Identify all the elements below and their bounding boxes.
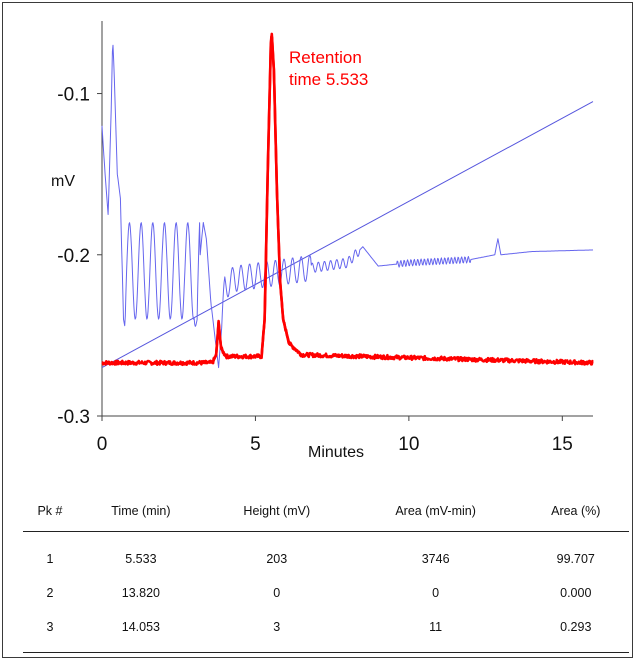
chromatogram-chart: 0 5 10 15-0.1-0.2-0.3 mV Minutes Retention …	[51, 21, 594, 461]
table-cell: 0	[273, 586, 281, 600]
sample-trace-line	[101, 35, 594, 366]
table-cell: 99.707	[556, 552, 595, 566]
series-layer	[101, 32, 594, 369]
x-tick-label: 5	[250, 434, 261, 455]
retention-annotation-line-1: Retention	[289, 48, 362, 67]
y-tick-label: -0.2	[57, 246, 90, 267]
table-cell: 13.820	[121, 586, 161, 600]
table-cell: 3	[273, 620, 281, 634]
column-header: Pk #	[37, 504, 63, 518]
table-cell: 2	[46, 586, 54, 600]
table-cell: 1	[46, 552, 54, 566]
table-cell: 3	[46, 620, 54, 634]
y-tick-label: -0.3	[57, 407, 90, 428]
minor-peak-line	[211, 321, 228, 364]
x-tick-label: 10	[398, 434, 419, 455]
table-header-row: Pk # Time (min) Height (mV) Area (mV-min…	[23, 491, 629, 532]
table-row: 1 5.533 203 3746 99.707	[23, 532, 629, 577]
table-cell: 203	[266, 552, 288, 566]
table-cell: 0.293	[560, 620, 592, 634]
table-cell: 5.533	[125, 552, 157, 566]
retention-annotation-line-2: time 5.533	[289, 70, 368, 89]
x-axis-label: Minutes	[308, 444, 364, 461]
column-header: Area (mV-min)	[395, 504, 476, 518]
table-cell: 3746	[421, 552, 450, 566]
table-row: 2 13.820 0 0 0.000	[23, 576, 629, 610]
table-cell: 0	[432, 586, 440, 600]
y-tick-label: -0.1	[57, 85, 90, 106]
column-header: Height (mV)	[243, 504, 311, 518]
baseline-trace-line	[101, 44, 594, 369]
table-cell: 11	[429, 620, 443, 634]
axis-ticks: 0 5 10 15 -0.1 -0.2 -0.3	[57, 85, 573, 455]
table-bottom-rule	[23, 652, 629, 653]
table-cell: 14.053	[121, 620, 161, 634]
column-header: Area (%)	[551, 504, 601, 518]
peak-results-table: Pk # Time (min) Height (mV) Area (mV-min…	[23, 491, 629, 644]
column-header: Time (min)	[111, 504, 171, 518]
table-row: 3 14.053 3 11 0.293	[23, 610, 629, 644]
gradient-line	[101, 101, 594, 369]
y-axis-label: mV	[51, 173, 75, 190]
x-tick-label: 0	[97, 434, 108, 455]
x-tick-label: 15	[552, 434, 573, 455]
table-cell: 0.000	[560, 586, 592, 600]
main-peak-line	[260, 32, 303, 357]
